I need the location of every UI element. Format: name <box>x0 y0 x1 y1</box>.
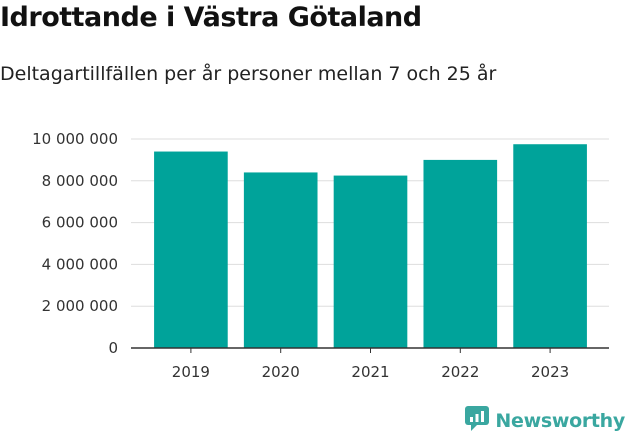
bar-2020 <box>243 172 318 348</box>
y-tick-label: 0 <box>108 339 118 357</box>
bar-2019 <box>154 151 228 348</box>
x-tick-label: 2020 <box>262 363 300 381</box>
bar-chart: 0 2 000 000 4 000 000 6 000 000 8 000 000 10 … <box>32 130 609 381</box>
x-tick-label: 2021 <box>351 363 389 381</box>
page-title: Idrottande i Västra Götaland <box>0 2 422 33</box>
newsworthy-brand: Newsworthy <box>465 406 625 435</box>
y-tick-label: 4 000 000 <box>42 255 118 273</box>
bar-2023 <box>513 144 587 348</box>
x-tick-label: 2022 <box>441 363 479 381</box>
y-tick-label: 2 000 000 <box>42 297 118 315</box>
newsworthy-logo-icon <box>465 406 490 435</box>
bar-2022 <box>423 159 498 348</box>
y-tick-label: 10 000 000 <box>32 130 118 148</box>
bars <box>154 144 587 348</box>
page-subtitle: Deltagartillfällen per år personer mella… <box>0 63 497 85</box>
x-tick-label: 2019 <box>172 363 210 381</box>
y-tick-label: 6 000 000 <box>42 214 118 232</box>
x-tick-label: 2023 <box>531 363 569 381</box>
y-tick-label: 8 000 000 <box>42 172 118 190</box>
bar-2021 <box>333 175 408 348</box>
y-axis-tick-labels: 0 2 000 000 4 000 000 6 000 000 8 000 000 10 … <box>32 130 118 357</box>
x-axis-tick-labels: 2019 2020 2021 2022 2023 <box>172 348 569 381</box>
newsworthy-wordmark: Newsworthy <box>495 409 625 432</box>
